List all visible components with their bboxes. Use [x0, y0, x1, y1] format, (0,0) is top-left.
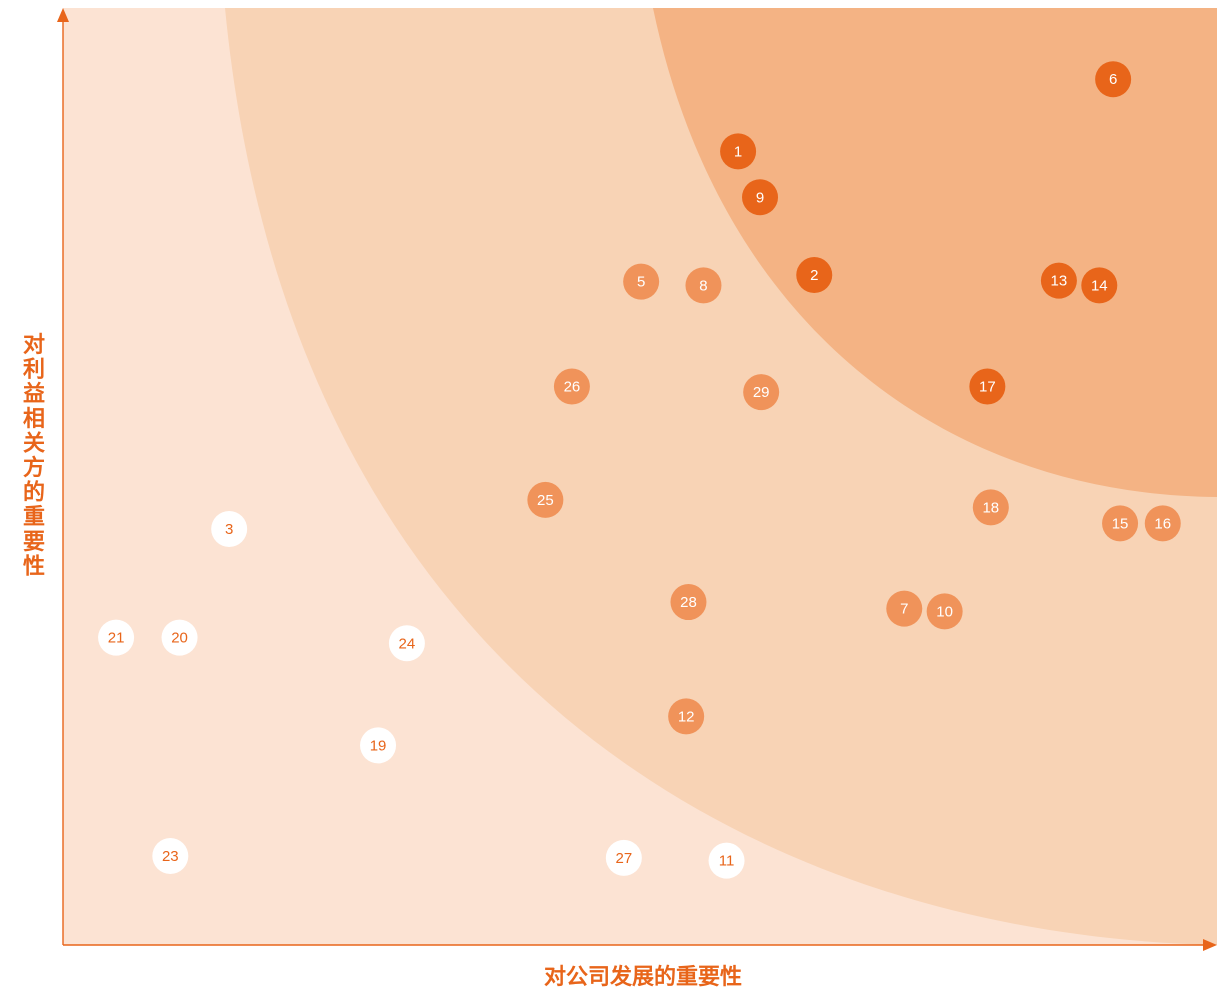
data-point-7: 7 — [886, 590, 923, 627]
data-point-label: 8 — [699, 277, 707, 294]
data-point-marker — [743, 374, 780, 411]
data-point-18: 18 — [972, 489, 1009, 526]
data-point-label: 3 — [225, 521, 233, 538]
data-point-label: 2 — [810, 267, 818, 284]
data-point-marker — [886, 590, 923, 627]
data-point-label: 6 — [1109, 71, 1117, 88]
data-point-9: 9 — [742, 179, 779, 216]
data-point-label: 10 — [936, 603, 953, 620]
data-point-marker — [742, 179, 779, 216]
data-point-21: 21 — [98, 619, 135, 656]
data-point-5: 5 — [623, 263, 660, 300]
x-axis-title: 对公司发展的重要性 — [544, 964, 742, 990]
data-point-label: 17 — [979, 379, 996, 396]
data-point-marker — [1081, 267, 1118, 304]
data-point-17: 17 — [969, 368, 1006, 405]
data-point-marker — [161, 619, 198, 656]
data-point-marker — [1102, 505, 1139, 542]
data-point-label: 16 — [1154, 515, 1171, 532]
data-point-marker — [668, 698, 705, 735]
data-point-24: 24 — [388, 625, 425, 662]
data-point-13: 13 — [1040, 262, 1077, 299]
data-point-20: 20 — [161, 619, 198, 656]
data-point-8: 8 — [685, 267, 722, 304]
data-point-label: 18 — [982, 499, 999, 516]
y-axis-arrow-icon — [57, 8, 69, 22]
data-point-label: 14 — [1091, 277, 1108, 294]
data-point-marker — [1095, 61, 1132, 98]
data-point-19: 19 — [360, 727, 397, 764]
data-point-25: 25 — [527, 481, 564, 518]
data-point-12: 12 — [668, 698, 705, 735]
data-point-marker — [388, 625, 425, 662]
data-point-label: 15 — [1112, 515, 1129, 532]
data-point-label: 28 — [680, 594, 697, 611]
data-point-16: 16 — [1144, 505, 1181, 542]
data-point-marker — [926, 593, 963, 630]
data-point-label: 12 — [678, 708, 695, 725]
data-point-marker — [360, 727, 397, 764]
data-point-14: 14 — [1081, 267, 1118, 304]
data-point-label: 5 — [637, 274, 645, 291]
data-point-15: 15 — [1102, 505, 1139, 542]
data-point-27: 27 — [605, 839, 642, 876]
data-point-2: 2 — [796, 257, 833, 294]
data-point-label: 29 — [753, 384, 770, 401]
zone-inner-high — [653, 8, 1217, 497]
data-point-28: 28 — [670, 584, 707, 621]
data-point-label: 1 — [734, 143, 742, 160]
data-point-marker — [969, 368, 1006, 405]
data-point-marker — [623, 263, 660, 300]
data-point-marker — [1040, 262, 1077, 299]
data-point-label: 27 — [616, 850, 633, 867]
data-point-label: 20 — [171, 630, 188, 647]
data-point-10: 10 — [926, 593, 963, 630]
data-point-label: 13 — [1051, 273, 1068, 290]
data-point-26: 26 — [553, 368, 590, 405]
data-point-marker — [972, 489, 1009, 526]
data-point-marker — [720, 133, 757, 170]
data-point-marker — [796, 257, 833, 294]
data-point-label: 7 — [900, 601, 908, 618]
data-point-label: 11 — [719, 853, 735, 870]
data-point-23: 23 — [152, 837, 189, 874]
data-point-marker — [605, 839, 642, 876]
data-point-marker — [152, 837, 189, 874]
y-axis-title: 对利益相关方的重要性 — [23, 333, 45, 579]
data-point-label: 24 — [399, 635, 416, 652]
data-point-marker — [670, 584, 707, 621]
data-point-marker — [708, 842, 745, 879]
data-point-label: 9 — [756, 189, 764, 206]
data-point-6: 6 — [1095, 61, 1132, 98]
data-point-label: 21 — [108, 630, 125, 647]
data-point-29: 29 — [743, 374, 780, 411]
data-point-marker — [211, 510, 248, 547]
data-point-marker — [553, 368, 590, 405]
data-point-1: 1 — [720, 133, 757, 170]
data-point-marker — [98, 619, 135, 656]
data-point-label: 23 — [162, 848, 179, 865]
data-point-3: 3 — [211, 510, 248, 547]
data-point-11: 11 — [708, 842, 745, 879]
data-point-label: 25 — [537, 492, 554, 509]
data-point-label: 19 — [370, 737, 387, 754]
x-axis-arrow-icon — [1203, 939, 1217, 951]
data-point-label: 26 — [564, 379, 581, 396]
data-point-marker — [685, 267, 722, 304]
data-point-marker — [527, 481, 564, 518]
data-point-marker — [1144, 505, 1181, 542]
